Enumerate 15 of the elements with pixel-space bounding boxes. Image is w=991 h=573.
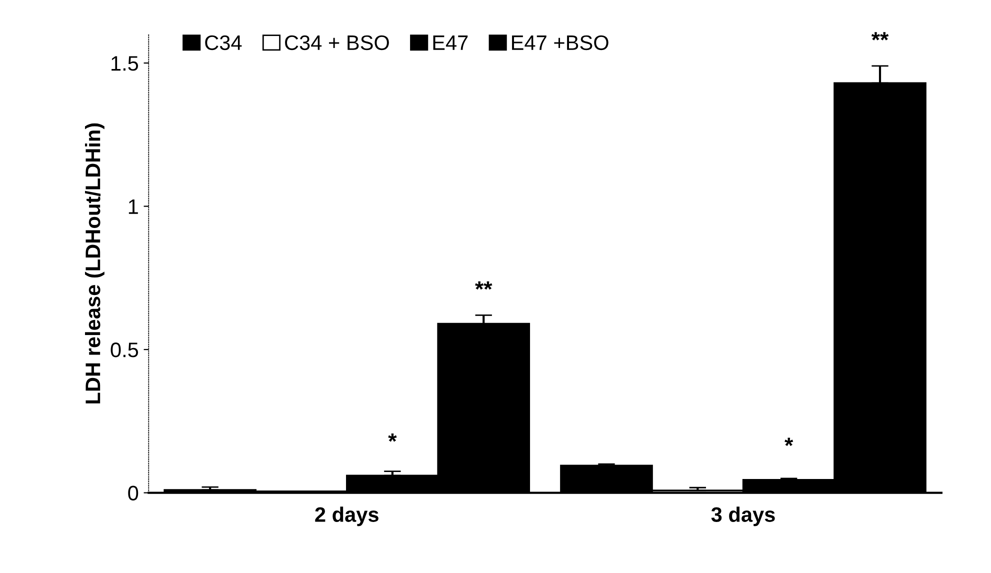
y-tick-label: 0 <box>128 486 138 501</box>
y-axis-title: LDH release (LDHout/LDHin) <box>84 123 104 404</box>
annotation: ** <box>871 32 889 40</box>
x-tick-label: 3 days <box>711 506 775 526</box>
legend-label: C34 + BSO <box>285 35 389 50</box>
y-tick-label: 1.5 <box>112 56 138 71</box>
legend-label: E47 <box>433 36 468 50</box>
y-tick-label: 0.5 <box>110 342 138 358</box>
y-tick-label: 1 <box>128 199 138 214</box>
annotation: ** <box>475 281 492 290</box>
annotation: * <box>388 433 397 442</box>
annotation: * <box>784 438 794 446</box>
legend-label: C34 <box>205 35 242 50</box>
x-tick-label: 2 days <box>315 506 378 526</box>
legend-label: E47 +BSO <box>512 35 608 50</box>
